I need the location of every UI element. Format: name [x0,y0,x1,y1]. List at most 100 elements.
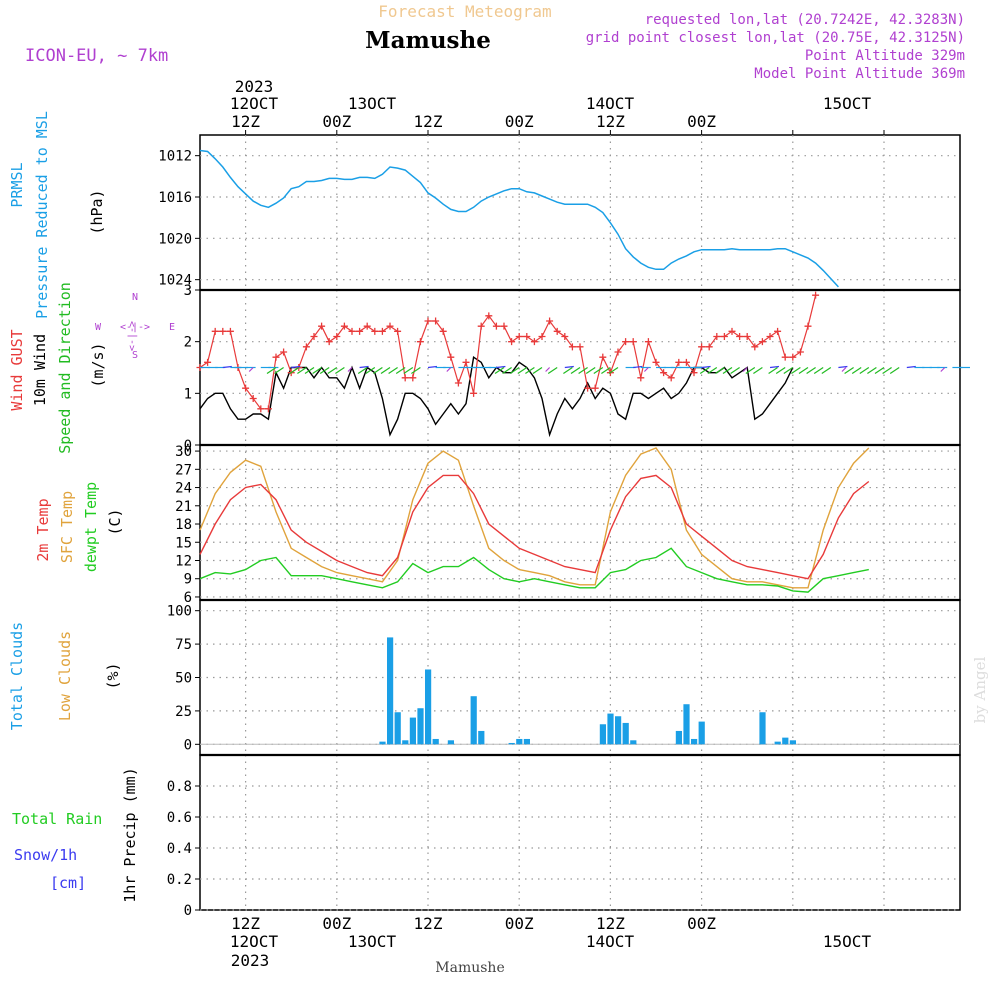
gust-marker [371,327,379,335]
gust-marker [584,384,592,392]
gust-marker [561,333,569,340]
gust-marker [508,338,516,346]
gust-marker [675,358,683,366]
wind-direction-arrow [564,365,574,369]
clouds-unit: (%) [104,662,122,689]
gust-marker [492,322,500,330]
y-tick-label: 2 [184,335,192,351]
wind-direction-arrow [357,367,368,374]
gust-marker [249,395,257,402]
wind-direction-arrow [347,367,353,372]
wind-direction-arrow [722,367,733,374]
wind-direction-arrow [319,367,330,374]
gust-marker [667,374,675,382]
wind-direction-arrow [547,367,558,374]
panel-frame [199,444,961,601]
wind-direction-arrow [496,365,506,369]
gust-marker [257,405,265,413]
gust-marker [758,338,766,346]
bottom-day-label: 12OCT [230,932,279,951]
wind-direction-arrow [593,367,604,374]
y-tick-label: 0.8 [167,779,192,795]
wind-direction-arrow [775,367,786,374]
gust-marker [485,312,493,320]
gust-marker [340,322,348,330]
cloud-bar [425,669,432,745]
cloud-bar [599,724,606,745]
bottom-hour-label: 00Z [505,914,534,933]
cloud-bar [607,713,614,745]
pressure-line [199,149,839,288]
gust-marker [280,348,288,356]
cloud-bar [523,738,530,745]
gust-marker [743,333,751,340]
gust-marker [660,369,668,377]
temp-unit: (C) [106,508,124,535]
gust-marker [409,374,417,382]
temp-2m-line [199,474,870,580]
wind-direction-arrow [889,367,900,374]
gust-marker [219,327,227,335]
gust-marker [470,389,478,397]
y-tick-label: 0 [184,438,192,454]
gust-marker [439,327,447,335]
top-day-label: 15OCT [823,94,872,113]
gust-marker [424,317,432,325]
gust-marker [447,353,455,361]
temp-2m-label: 2m Temp [34,498,52,561]
compass-w: W [95,322,102,333]
gust-marker [553,327,561,335]
wind-direction-arrow [768,367,778,374]
gust-marker [644,338,652,346]
y-tick-label: 24 [175,481,192,497]
gust-marker [637,374,645,382]
cloud-bar [789,740,796,745]
top-hour-label: 00Z [322,112,351,131]
wind-direction-arrow [742,367,748,372]
gust-marker [394,327,402,335]
wind-unit: (m/s) [89,342,107,387]
y-tick-label: 6 [184,590,192,606]
wind-direction-arrow [545,367,551,372]
gust-marker [318,322,326,330]
model-point-altitude: Model Point Altitude 369m [754,66,965,82]
bottom-hour-label: 12Z [414,914,443,933]
gust-marker [264,405,272,413]
y-tick-label: 12 [175,553,192,569]
cloud-bar [447,740,454,745]
wind-direction-arrow [274,367,284,374]
gust-marker [454,379,462,387]
gust-marker [751,343,759,351]
wind-direction-arrow [841,367,847,372]
cloud-bar [622,722,629,745]
gust-marker [682,358,690,366]
wind-direction-arrow [570,367,581,374]
sfc-temp-line [199,447,870,589]
gust-marker [812,291,820,299]
wind-direction-arrow [403,367,414,374]
bottom-hour-label: 12Z [596,914,625,933]
gust-marker [363,322,371,330]
wind-direction-arrow [844,367,854,374]
cloud-bar [691,738,698,745]
wind-direction-arrow [248,367,254,372]
bottom-hour-label: 12Z [231,914,260,933]
top-hour-label: 00Z [505,112,534,131]
wind-direction-arrow [806,367,816,374]
y-tick-label: 1012 [158,149,192,165]
y-tick-label: 0 [184,737,192,753]
gust-label: Wind GUST [8,329,26,410]
cloud-bar [698,721,705,745]
y-tick-label: 25 [175,704,192,720]
wind-direction-arrow [753,367,763,374]
gust-marker [333,333,341,340]
wind-direction-arrow [643,367,649,372]
gust-marker [599,353,607,361]
gust-line [199,295,817,410]
y-tick-label: 50 [175,671,192,687]
gust-marker [378,327,386,335]
gust-marker [736,333,744,340]
wind-direction-arrow [813,367,824,374]
wind-direction-arrow [851,367,862,374]
watermark: by Angel [971,656,989,723]
